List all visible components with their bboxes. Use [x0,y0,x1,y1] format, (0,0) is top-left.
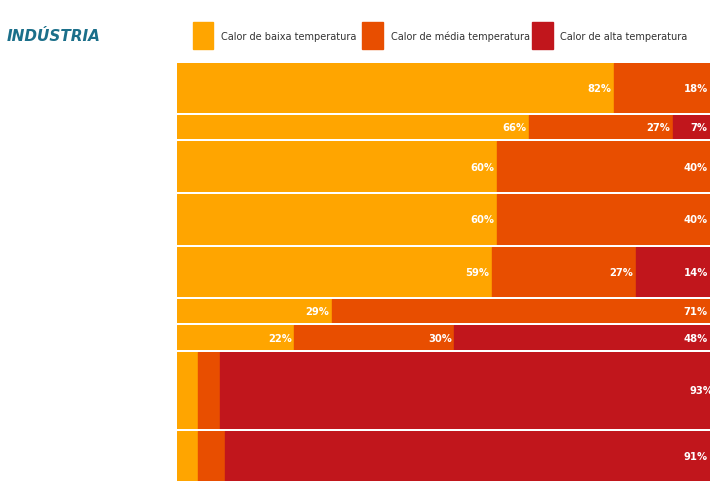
Text: Calor de média temperatura: Calor de média temperatura [391,31,530,42]
Bar [177,352,198,428]
Text: 60%: 60% [471,163,494,172]
Text: 60%: 60% [471,215,494,225]
Bar [177,247,492,298]
Text: Non-metallic mineral
(e.g. cement and
ceramic): Non-metallic mineral (e.g. cement and ce… [16,374,134,407]
Text: 18%: 18% [683,84,708,94]
Text: Máquinas: Máquinas [16,123,70,133]
Bar [177,116,529,140]
Text: 59%: 59% [465,267,489,277]
Bar [177,195,497,245]
Text: 48%: 48% [683,333,708,343]
Bar [454,326,710,350]
Bar [615,63,710,114]
Text: 27%: 27% [609,267,633,277]
Bar [177,142,497,193]
Text: 27%: 27% [647,123,670,133]
Bar [363,23,383,50]
Bar [673,116,710,140]
Bar [294,326,454,350]
Text: 93%: 93% [689,386,713,395]
Text: 66%: 66% [502,123,526,133]
Bar [635,247,710,298]
Bar [497,195,710,245]
Text: 14%: 14% [683,267,708,277]
Text: Química e petroquímica: Química e petroquímica [16,333,150,343]
Text: 7%: 7% [690,123,708,133]
Text: 71%: 71% [683,306,708,317]
Text: Têxtil e couro: Têxtil e couro [16,306,92,317]
Bar [177,430,198,481]
Bar [332,300,710,324]
Text: 40%: 40% [683,163,708,172]
Text: Calor de alta temperatura: Calor de alta temperatura [560,32,688,41]
Bar [177,326,294,350]
Bar [497,142,710,193]
Text: INDÚSTRIA: INDÚSTRIA [7,29,101,44]
Text: 29%: 29% [305,306,329,317]
Bar [529,116,673,140]
Text: 40%: 40% [683,215,708,225]
Bar [177,63,615,114]
Text: Alimentos, bebidas
e tabaco: Alimentos, bebidas e tabaco [16,157,124,178]
Text: 22%: 22% [268,333,292,343]
Text: 91%: 91% [683,451,708,461]
Text: Calor de baixa temperatura: Calor de baixa temperatura [221,32,356,41]
Text: Papel, celulose
e impressão: Papel, celulose e impressão [16,262,100,283]
Text: 82%: 82% [588,84,612,94]
Bar [177,300,332,324]
Text: 30%: 30% [428,333,452,343]
Bar [492,247,635,298]
Bar [198,352,220,428]
Text: Mineração e lavra
em pedreiras: Mineração e lavra em pedreiras [16,209,116,231]
Bar [193,23,213,50]
Text: Equipamentos de
transporte: Equipamentos de transporte [16,78,114,100]
Text: Ferro e aço /Metais
não-ferrosos: Ferro e aço /Metais não-ferrosos [16,445,123,467]
Bar [532,23,553,50]
Bar [198,430,225,481]
